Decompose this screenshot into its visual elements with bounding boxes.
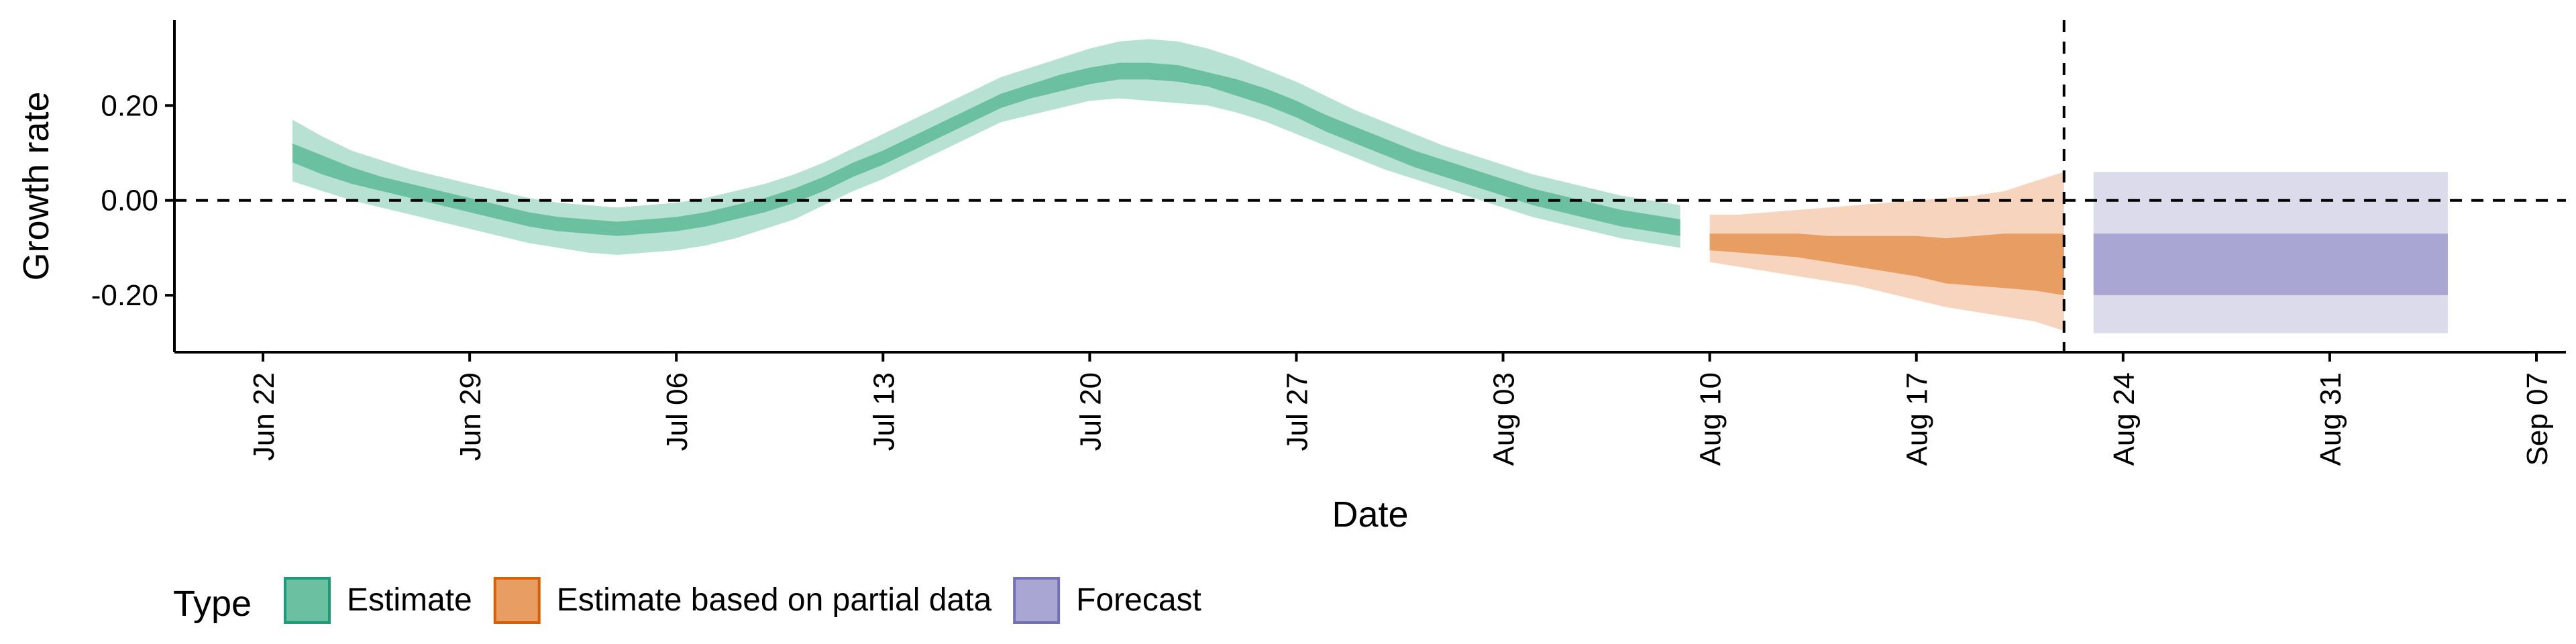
x-tick-label: Jul 20 (1074, 372, 1107, 451)
x-tick-label: Aug 17 (1901, 372, 1934, 466)
x-tick-label: Jul 13 (867, 372, 900, 451)
legend-label-forecast: Forecast (1076, 582, 1201, 618)
legend-label-estimate: Estimate (347, 582, 472, 618)
axes: Growth rate Date 0.20 0.00 -0.20 Jun 22 Jun … (16, 20, 2566, 535)
legend-key-forecast (1013, 577, 1061, 624)
y-tick-label: 0.20 (101, 89, 158, 122)
ribbon-50-estimate (292, 62, 1680, 236)
ribbon-50-forecast (2093, 233, 2448, 296)
legend-title: Type (173, 584, 252, 624)
x-tick-label: Jul 06 (661, 372, 694, 451)
legend-label-estimate-based-on-partial-data: Estimate based on partial data (557, 582, 992, 618)
x-tick-label: Sep 07 (2521, 372, 2554, 466)
x-axis-title: Date (1332, 494, 1408, 535)
x-tick-label: Jul 27 (1281, 372, 1313, 451)
legend-key-estimate (284, 577, 331, 624)
x-tick-label: Jun 29 (454, 372, 487, 461)
ribbon-50-estimate-based-on-partial-data (1709, 233, 2064, 296)
x-tick-label: Aug 03 (1488, 372, 1521, 466)
plot-area (174, 20, 2566, 352)
legend-key-estimate-based-on-partial-data (493, 577, 541, 624)
legend: Type Estimate Estimate based on partial d… (173, 577, 1201, 624)
x-tick-label: Aug 24 (2108, 372, 2141, 466)
x-tick-label: Jun 22 (248, 372, 280, 461)
y-tick-label: -0.20 (91, 279, 158, 312)
y-tick-label: 0.00 (101, 184, 158, 217)
ribbon-90-estimate (292, 39, 1680, 256)
x-tick-label: Aug 31 (2314, 372, 2347, 466)
x-tick-label: Aug 10 (1695, 372, 1727, 466)
y-axis-title: Growth rate (16, 91, 56, 280)
